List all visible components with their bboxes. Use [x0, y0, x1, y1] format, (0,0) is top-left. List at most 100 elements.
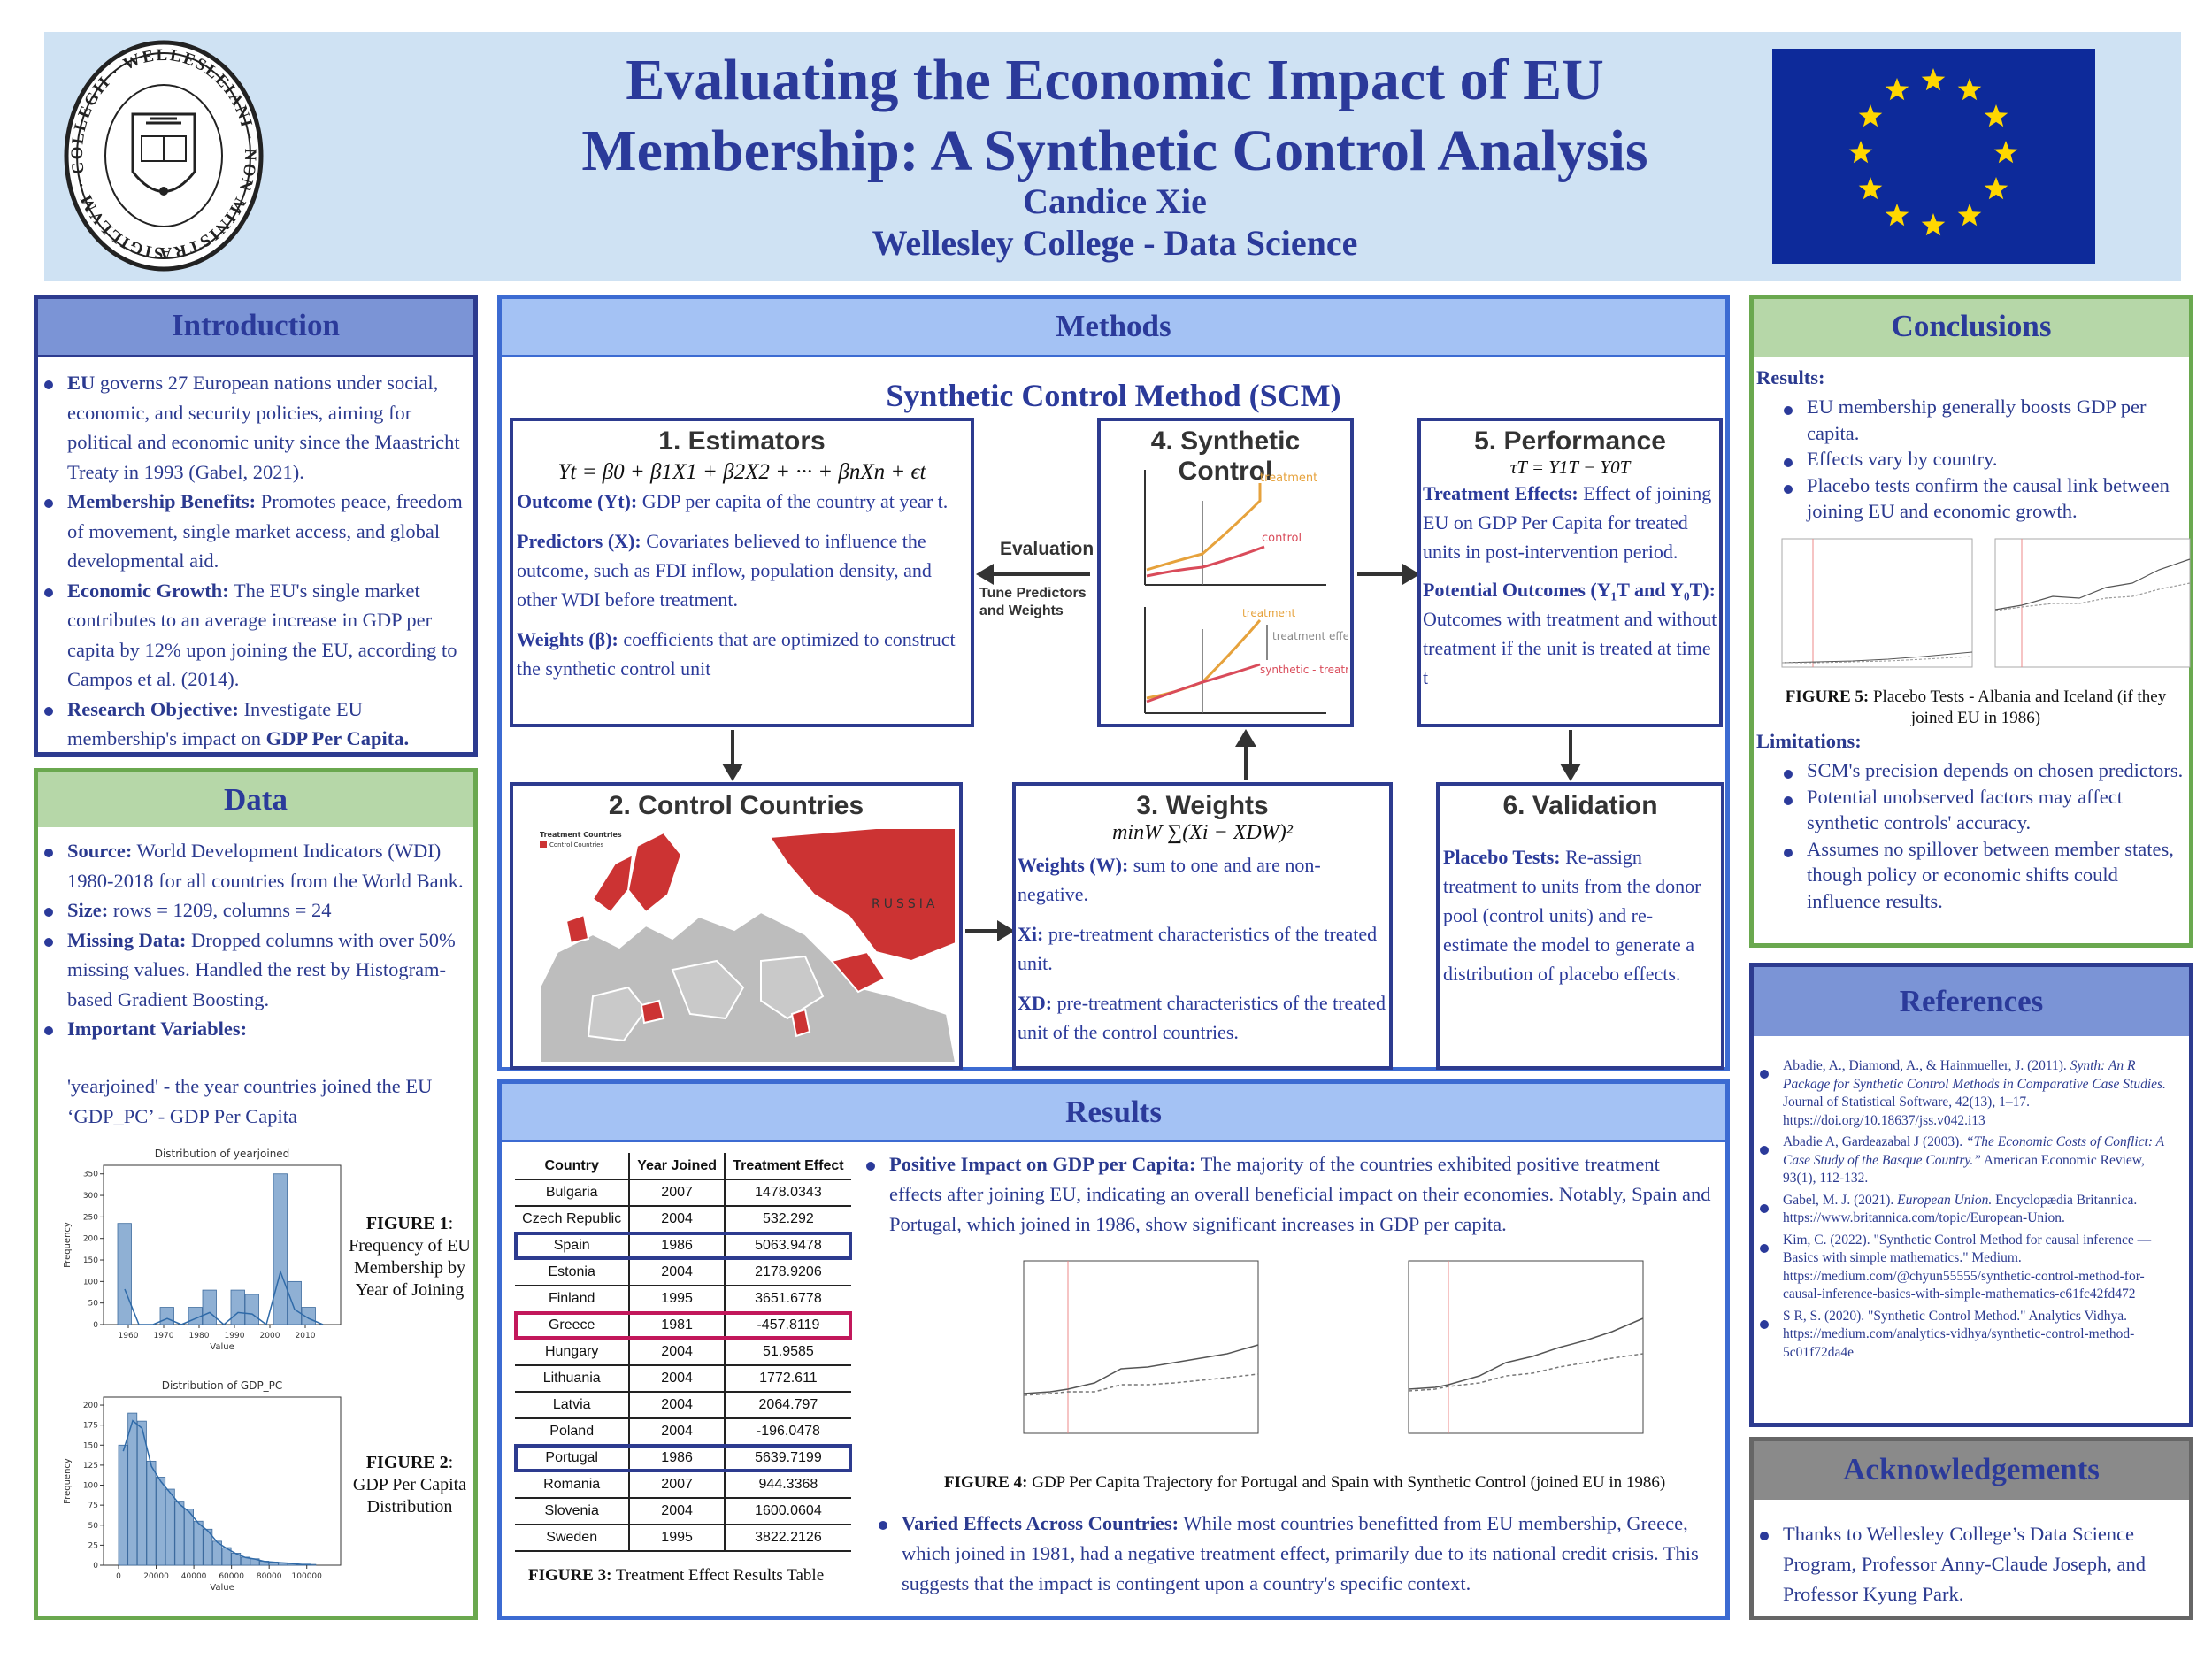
- performance-treatment-effects: Treatment Effects: Effect of joining EU …: [1423, 482, 1712, 563]
- reference-part: “The Economic Costs of Conflict: A Case …: [1783, 1134, 2164, 1168]
- performance-heading: 5. Performance: [1474, 426, 1666, 456]
- conclusions-limitations-label: Limitations:: [1756, 730, 1862, 752]
- results-bullet2: Varied Effects Across Countries: While m…: [875, 1509, 1724, 1599]
- acknowledgements-text: Thanks to Wellesley College’s Data Scien…: [1756, 1519, 2185, 1609]
- validation-text: Placebo Tests: Re-assign treatment to un…: [1443, 846, 1701, 985]
- table-cell: 2004: [629, 1339, 726, 1366]
- list-item: Assumes no spillover between member stat…: [1780, 836, 2187, 915]
- down-arrowhead-icon: [722, 764, 743, 781]
- table-cell: 1986: [629, 1445, 726, 1472]
- table-cell: -196.0478: [724, 1418, 851, 1446]
- table-cell: 2007: [629, 1471, 726, 1499]
- control-countries-box: 2. Control Countries RUSSIA Treatment Co…: [510, 782, 963, 1070]
- histogram-title: Distribution of yearjoined: [155, 1148, 290, 1160]
- y-tick-label: 300: [83, 1192, 98, 1201]
- reference-part: Abadie, A., Diamond, A., & Hainmueller, …: [1783, 1058, 2070, 1073]
- conclusions-results-list: EU membership generally boosts GDP per c…: [1780, 394, 2187, 525]
- x-tick-label: 60000: [219, 1572, 244, 1581]
- yearjoined-histogram: Distribution of yearjoined 0 50 100 150 200 25…: [63, 1148, 342, 1352]
- results-table-header: Country Year Joined Treatment Effect: [515, 1153, 851, 1180]
- introduction-panel: Introduction EU governs 27 European nati…: [34, 295, 478, 757]
- x-tick-label: 1970: [154, 1332, 174, 1340]
- table-row: Portugal 1986 5639.7199: [514, 1444, 852, 1472]
- table-cell: Latvia: [515, 1392, 631, 1419]
- table-cell: 3822.2126: [724, 1525, 851, 1552]
- y-tick-label: 200: [83, 1235, 98, 1244]
- table-cell: Sweden: [515, 1525, 631, 1552]
- y-tick-label: 150: [83, 1256, 98, 1265]
- validation-box: 6. Validation Placebo Tests: Re-assign t…: [1436, 782, 1724, 1070]
- sketch-top-control: control: [1262, 532, 1302, 545]
- histogram-bar: [273, 1173, 288, 1325]
- histogram-bar: [117, 1223, 132, 1325]
- table-cell: Slovenia: [515, 1498, 631, 1525]
- poster-affiliation: Wellesley College - Data Science: [872, 223, 1358, 263]
- results-table: Country Year Joined Treatment Effect Bul…: [514, 1153, 852, 1552]
- histogram-bar: [118, 1444, 128, 1566]
- control-to-weights-arrow: [965, 929, 1001, 933]
- table-row: Sweden 1995 3822.2126: [515, 1525, 851, 1552]
- reference-item: S R, S. (2020). "Synthetic Control Metho…: [1756, 1308, 2172, 1363]
- wellesley-seal-logo: SIGILLVM · COLLEGII · WELLESLEIANI · NON…: [62, 39, 264, 272]
- table-row: Hungary 2004 51.9585: [515, 1339, 851, 1366]
- y-tick-label: 100: [83, 1278, 98, 1286]
- map-legend-item: Control Countries: [549, 841, 603, 849]
- x-tick-label: 2010: [296, 1332, 316, 1340]
- y-tick-label: 350: [83, 1171, 98, 1179]
- reference-part: Gabel, M. J. (2021).: [1783, 1192, 1898, 1208]
- reference-item: Gabel, M. J. (2021). European Union. Enc…: [1756, 1192, 2172, 1228]
- performance-potential-outcomes: Potential Outcomes (Y₁T and Y₀T): Outcom…: [1423, 579, 1717, 688]
- x-tick-label: 1960: [119, 1332, 139, 1340]
- table-cell: Greece: [515, 1312, 631, 1340]
- table-cell: 2004: [629, 1392, 726, 1419]
- histogram-bar: [146, 1460, 157, 1566]
- sketch-bottom-treatment: treatment: [1242, 607, 1295, 619]
- y-tick-label: 250: [83, 1213, 98, 1222]
- y-tick-label: 175: [83, 1422, 98, 1431]
- y-tick-label: 25: [88, 1541, 98, 1550]
- table-cell: Czech Republic: [515, 1206, 631, 1233]
- table-row: Romania 2007 944.3368: [515, 1471, 851, 1499]
- evaluation-arrow: [988, 572, 1090, 576]
- table-row: Spain 1986 5063.9478: [514, 1232, 852, 1260]
- reference-part: Synth: An R Package for Synthetic Contro…: [1783, 1058, 2166, 1092]
- table-row: Latvia 2004 2064.797: [515, 1392, 851, 1419]
- table-cell: 2178.9206: [724, 1259, 851, 1286]
- estimators-weights: Weights (β): coefficients that are optim…: [517, 628, 956, 680]
- sketch-bottom-synthetic: synthetic - treatment: [1260, 664, 1348, 676]
- sketch-bottom-effect: treatment effect: [1272, 630, 1348, 642]
- references-list: Abadie, A., Diamond, A., & Hainmueller, …: [1756, 1057, 2172, 1365]
- reference-part: Abadie A, Gardeazabal J (2003).: [1783, 1134, 1967, 1149]
- eu-star: [1848, 141, 1873, 164]
- reference-item: Abadie A, Gardeazabal J (2003). “The Eco…: [1756, 1133, 2172, 1188]
- list-item: EU membership generally boosts GDP per c…: [1780, 394, 2187, 446]
- x-tick-label: 20000: [143, 1572, 169, 1581]
- table-row: Lithuania 2004 1772.611: [515, 1365, 851, 1393]
- histogram-title: Distribution of GDP_PC: [162, 1379, 283, 1392]
- x-axis-label: Value: [210, 1583, 234, 1593]
- reference-part: European Union.: [1897, 1192, 1993, 1208]
- table-cell: 5639.7199: [724, 1445, 851, 1472]
- y-tick-label: 75: [88, 1502, 98, 1510]
- spain-trajectory-chart: [1408, 1260, 1644, 1434]
- reference-part: Kim, C. (2022). "Synthetic Control Metho…: [1783, 1232, 2152, 1302]
- histogram-bar: [165, 1488, 175, 1566]
- results-bullet2-list: Varied Effects Across Countries: While m…: [875, 1509, 1724, 1599]
- eu-star: [1993, 141, 2018, 164]
- x-tick-label: 2000: [260, 1332, 280, 1340]
- histogram-bar: [230, 1289, 245, 1325]
- estimators-predictors: Predictors (X): Covariates believed to i…: [517, 530, 932, 611]
- data-item-source: Source: World Development Indicators (WD…: [41, 836, 474, 895]
- map-russia-label: RUSSIA: [872, 897, 938, 911]
- results-bullet1: Positive Impact on GDP per Capita: The m…: [863, 1149, 1712, 1240]
- weights-xd: XD: pre-treatment characteristics of the…: [1018, 992, 1386, 1043]
- histogram-bar: [244, 1294, 259, 1325]
- data-item-size: Size: rows = 1209, columns = 24: [41, 895, 474, 926]
- x-tick-label: 0: [116, 1572, 121, 1581]
- eu-star: [1885, 204, 1909, 227]
- y-tick-label: 125: [83, 1462, 98, 1471]
- portugal-trajectory-chart: [1023, 1260, 1259, 1434]
- list-item: Placebo tests confirm the causal link be…: [1780, 472, 2187, 525]
- histogram-bar: [203, 1528, 213, 1566]
- y-axis-label: Frequency: [63, 1458, 73, 1504]
